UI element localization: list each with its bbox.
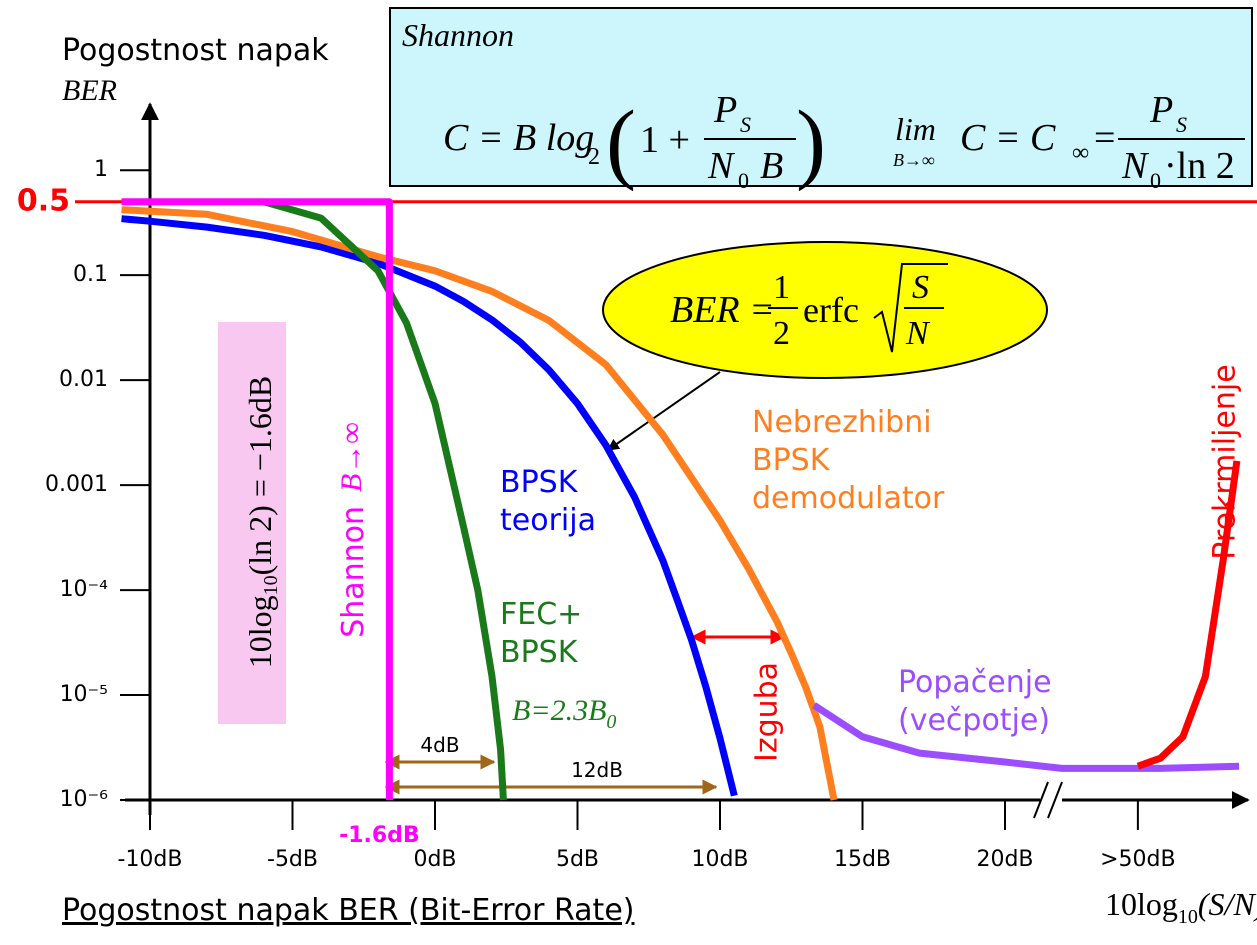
shannon-condition: B→∞ [335,422,368,492]
formula-part: BER = [670,289,775,331]
ber-formula: BER = 1 2 erfc S N [670,263,948,353]
pointer-arrow [607,371,721,451]
formula-part: S [912,269,929,306]
limit-formula: 10log10(ln 2) = −1.6dB [242,376,281,669]
y-tick-label: 10⁻⁴ [60,577,109,602]
y-tick-label: 1 [94,157,108,182]
formula-part: 2 [773,315,790,352]
axis-break [1033,781,1063,819]
formula-part: 0 [738,168,749,193]
formula-part: ∞ [1072,140,1089,166]
y-tick-label: 0.01 [59,367,108,392]
x-tick-label: 20dB [976,847,1033,872]
shannon-formulas: Shannon C = B log 2 ( 1 + P S N 0 B ) li… [402,17,1245,193]
formula-part: 1 [773,269,790,306]
formula-part: N [707,145,736,187]
shannon-label: Shannon B→∞ [335,422,371,638]
x-tick-label: -5dB [267,847,318,872]
formula-part: 1 + [640,119,690,161]
series-label: BPSK teorija [500,465,596,538]
y-tick-label: 0.1 [73,262,108,287]
series-line [121,215,738,797]
series-label: Shannon [336,506,371,638]
formula-part: = [1094,117,1115,159]
x-title-main: 10log [1105,886,1178,922]
series-line [121,198,393,800]
x-tick-label: -10dB [118,847,183,872]
formula-part: 0 [1150,168,1161,193]
x-tick-label: 5dB [556,847,599,872]
break-mark [1047,781,1063,819]
x-title-tail: (S/N) [1198,886,1257,922]
reference-label: 0.5 [17,183,70,218]
formula-part: C = B log [443,117,594,159]
series-label: Popačenje (večpotje) [898,665,1052,738]
background-layer [218,7,1253,724]
y-tick-label: 10⁻⁵ [60,682,108,707]
formula-part: P [713,89,737,131]
sqrt-sign [873,263,948,353]
limit-formula-sub: 10 [260,575,282,595]
limit-tick-label: -1.6dB [339,823,420,848]
formula-part: S [740,112,751,137]
series-line [812,702,1240,772]
formula-part: N [1121,145,1150,187]
formula-part: N [905,315,931,352]
series-line [1136,460,1241,770]
y-tick-label: 0.001 [45,472,108,497]
fec-bandwidth-sub: 0 [606,711,616,733]
formula-part: P [1149,89,1173,131]
formula-part: B→∞ [893,150,935,170]
series-label: Nebrezhibni BPSK demodulator [752,405,945,516]
limit-box [218,322,286,724]
x-title-sub: 10 [1178,906,1198,928]
gain-label: 4dB [420,733,459,757]
limit-formula-main: 10log [242,595,278,668]
x-tick-label: 0dB [413,847,456,872]
x-tick-label: 15dB [834,847,891,872]
series-line [263,198,507,801]
box-title: Shannon [402,17,514,53]
loss-label: Izguba [750,662,785,762]
formula-part: erfc [803,290,859,330]
y-tick-label: 10⁻⁶ [60,787,109,812]
gain-label: 12dB [571,758,623,782]
formula-part: B [760,145,783,187]
fec-bandwidth-main: B=2.3B [512,694,606,727]
formula-part: ( [606,93,636,192]
fec-bandwidth: B=2.3B0 [512,694,616,733]
x-title: 10log10(S/N) [1105,886,1257,928]
y-symbol: BER [62,74,117,107]
formula-part: C = C [960,117,1056,159]
x-tick-label: >50dB [1100,847,1176,872]
series-label: FEC+ BPSK [500,597,583,670]
shannon-box [389,7,1253,187]
footer: Pogostnost napak BER (Bit-Error Rate) [62,893,634,928]
y-title: Pogostnost napak [62,33,329,68]
formula-part: ·ln 2 [1164,145,1235,187]
formula-part: lim [895,111,936,147]
limit-formula-tail: (ln 2) = −1.6dB [242,376,278,576]
formula-ellipse [602,241,1048,379]
break-mark [1033,781,1049,819]
x-tick-label: 10dB [691,847,748,872]
series-line [121,206,838,801]
formula-part: ) [796,93,826,192]
formula-part: 2 [588,144,600,170]
formula-part: S [1176,112,1187,137]
